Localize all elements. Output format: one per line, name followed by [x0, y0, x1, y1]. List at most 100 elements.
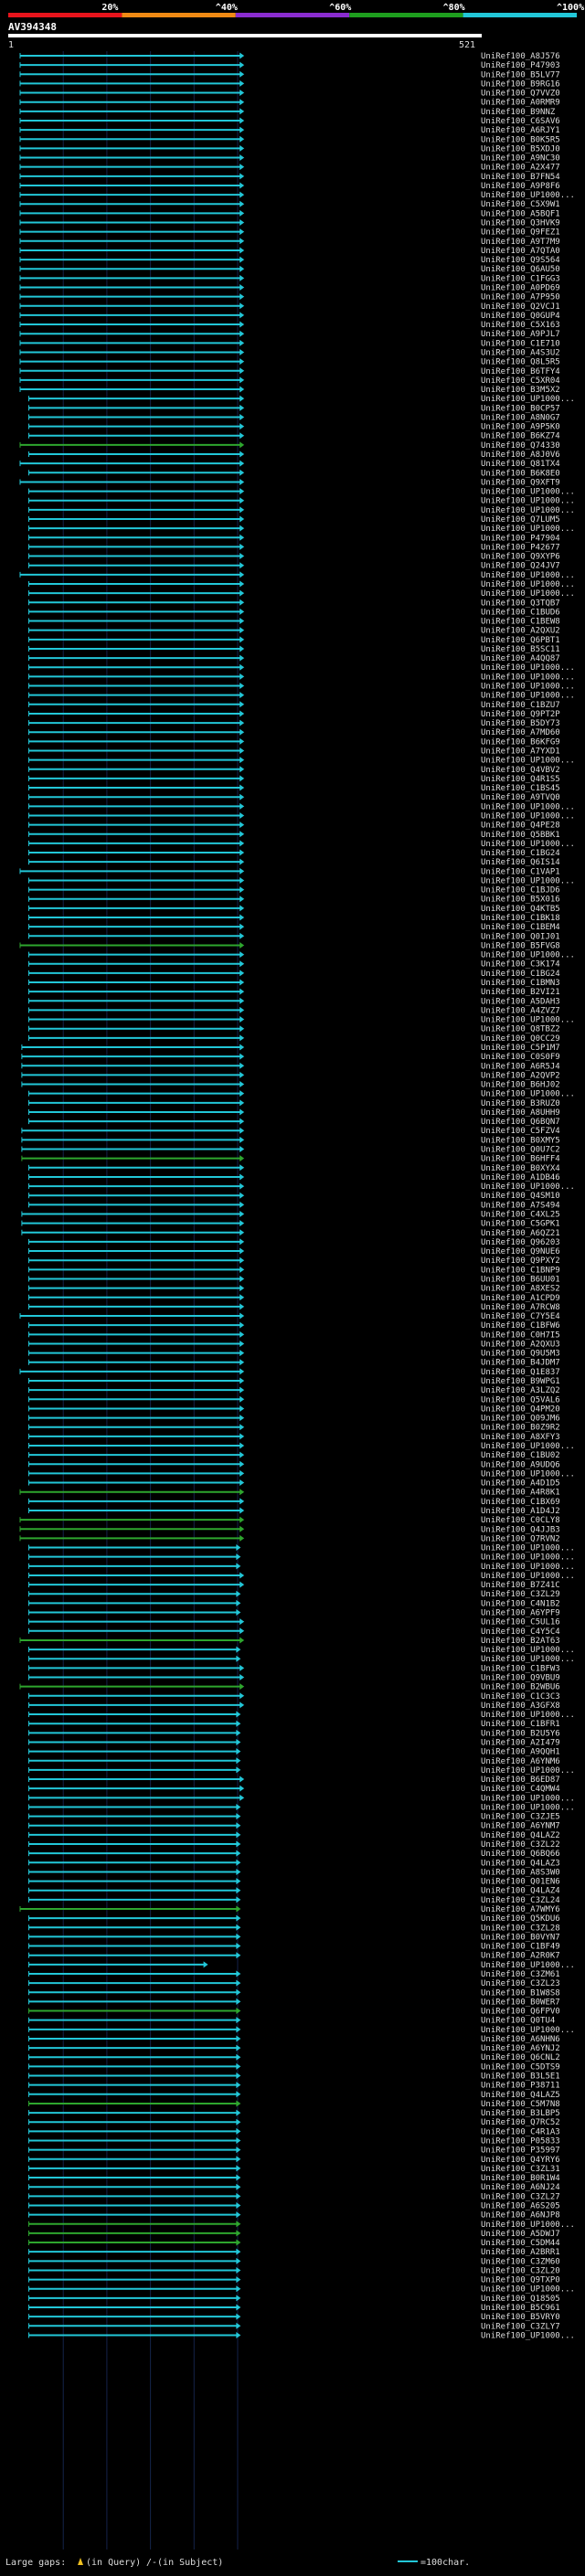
hit-label[interactable]: UniRef100_UP1000...	[481, 876, 575, 885]
hit-label[interactable]: UniRef100_A8J576	[481, 52, 560, 61]
hit-label[interactable]: UniRef100_B0R1W4	[481, 2174, 560, 2183]
hit-label[interactable]: UniRef100_A9PJL7	[481, 330, 560, 339]
hit-label[interactable]: UniRef100_Q0U7C2	[481, 1146, 560, 1155]
hit-label[interactable]: UniRef100_C0H7I5	[481, 1330, 560, 1340]
hit-label[interactable]: UniRef100_C3ZLY7	[481, 2322, 560, 2331]
hit-label[interactable]: UniRef100_Q4LAZ4	[481, 1887, 560, 1896]
hit-label[interactable]: UniRef100_UP1000...	[481, 757, 575, 766]
hit-label[interactable]: UniRef100_UP1000...	[481, 589, 575, 599]
hit-label[interactable]: UniRef100_UP1000...	[481, 1090, 575, 1099]
hit-label[interactable]: UniRef100_Q6AU50	[481, 265, 560, 274]
hit-label[interactable]: UniRef100_B5LV77	[481, 70, 560, 80]
hit-label[interactable]: UniRef100_Q9XFT9	[481, 478, 560, 487]
hit-label[interactable]: UniRef100_Q09JM6	[481, 1415, 560, 1424]
hit-label[interactable]: UniRef100_C4Y5C4	[481, 1627, 560, 1637]
hit-label[interactable]: UniRef100_A7QTA0	[481, 247, 560, 256]
hit-label[interactable]: UniRef100_C4QMW4	[481, 1785, 560, 1794]
hit-label[interactable]: UniRef100_A5DWJ7	[481, 2230, 560, 2239]
hit-label[interactable]: UniRef100_B6K8E0	[481, 469, 560, 478]
hit-label[interactable]: UniRef100_B5DY73	[481, 719, 560, 728]
hit-label[interactable]: UniRef100_C5GPK1	[481, 1220, 560, 1229]
hit-label[interactable]: UniRef100_C1E710	[481, 339, 560, 348]
hit-label[interactable]: UniRef100_UP1000...	[481, 1711, 575, 1720]
hit-label[interactable]: UniRef100_P47904	[481, 534, 560, 543]
hit-label[interactable]: UniRef100_Q6CNL2	[481, 2053, 560, 2062]
hit-label[interactable]: UniRef100_UP1000...	[481, 1544, 575, 1553]
hit-label[interactable]: UniRef100_Q3TQB7	[481, 599, 560, 608]
hit-label[interactable]: UniRef100_C3ZL31	[481, 2165, 560, 2174]
hit-label[interactable]: UniRef100_B2VI21	[481, 988, 560, 997]
hit-label[interactable]: UniRef100_A8UHH9	[481, 1108, 560, 1118]
hit-label[interactable]: UniRef100_C1BS45	[481, 784, 560, 793]
hit-label[interactable]: UniRef100_A5BQF1	[481, 209, 560, 218]
hit-label[interactable]: UniRef100_A7P950	[481, 293, 560, 302]
hit-label[interactable]: UniRef100_Q7VVZ0	[481, 90, 560, 99]
hit-label[interactable]: UniRef100_Q24JV7	[481, 562, 560, 571]
hit-label[interactable]: UniRef100_A9P8F6	[481, 182, 560, 191]
hit-label[interactable]: UniRef100_A7WMY6	[481, 1905, 560, 1914]
hit-label[interactable]: UniRef100_P35997	[481, 2147, 560, 2156]
hit-label[interactable]: UniRef100_A1DB46	[481, 1173, 560, 1182]
hit-label[interactable]: UniRef100_C1BNP9	[481, 1266, 560, 1275]
hit-label[interactable]: UniRef100_A2I479	[481, 1738, 560, 1747]
hit-label[interactable]: UniRef100_UP1000...	[481, 395, 575, 404]
hit-label[interactable]: UniRef100_Q4R1S5	[481, 775, 560, 784]
hit-label[interactable]: UniRef100_Q0TU4	[481, 2017, 555, 2026]
hit-label[interactable]: UniRef100_B5X016	[481, 896, 560, 905]
hit-label[interactable]: UniRef100_A8XFY3	[481, 1433, 560, 1442]
hit-label[interactable]: UniRef100_Q6BQ66	[481, 1850, 560, 1859]
hit-label[interactable]: UniRef100_C4N1B2	[481, 1599, 560, 1608]
hit-label[interactable]: UniRef100_B1W8S8	[481, 1988, 560, 1998]
hit-label[interactable]: UniRef100_A4QQ87	[481, 654, 560, 663]
hit-label[interactable]: UniRef100_B9NNZ	[481, 108, 556, 117]
hit-label[interactable]: UniRef100_A6YNM7	[481, 1822, 560, 1831]
hit-label[interactable]: UniRef100_A7MD60	[481, 728, 560, 737]
hit-label[interactable]: UniRef100_B0VYN7	[481, 1933, 560, 1942]
hit-label[interactable]: UniRef100_C3ZM61	[481, 1970, 560, 1979]
hit-label[interactable]: UniRef100_A5DAH3	[481, 997, 560, 1006]
hit-label[interactable]: UniRef100_A2QXU2	[481, 627, 560, 636]
hit-label[interactable]: UniRef100_A3GFX8	[481, 1701, 560, 1711]
hit-label[interactable]: UniRef100_C0CLY8	[481, 1516, 560, 1525]
hit-label[interactable]: UniRef100_C1BEM4	[481, 923, 560, 932]
hit-label[interactable]: UniRef100_Q9S564	[481, 256, 560, 265]
hit-label[interactable]: UniRef100_C3ZL29	[481, 1590, 560, 1599]
hit-label[interactable]: UniRef100_A9P5K0	[481, 423, 560, 432]
hit-label[interactable]: UniRef100_B0K5R5	[481, 135, 560, 144]
hit-label[interactable]: UniRef100_Q2VCJ1	[481, 302, 560, 312]
hit-label[interactable]: UniRef100_UP1000...	[481, 840, 575, 849]
hit-label[interactable]: UniRef100_C3ZL24	[481, 1896, 560, 1905]
hit-label[interactable]: UniRef100_C3ZL28	[481, 1924, 560, 1933]
hit-label[interactable]: UniRef100_B5FVG8	[481, 941, 560, 950]
hit-label[interactable]: UniRef100_B0XYX4	[481, 1164, 560, 1173]
hit-label[interactable]: UniRef100_A6NJ24	[481, 2183, 560, 2192]
hit-label[interactable]: UniRef100_A8N0G7	[481, 413, 560, 422]
hit-label[interactable]: UniRef100_A9UDQ6	[481, 1460, 560, 1469]
hit-label[interactable]: UniRef100_C5UL16	[481, 1618, 560, 1627]
hit-label[interactable]: UniRef100_B6ED87	[481, 1776, 560, 1785]
hit-label[interactable]: UniRef100_UP1000...	[481, 580, 575, 589]
hit-label[interactable]: UniRef100_Q9U5M3	[481, 1350, 560, 1359]
hit-label[interactable]: UniRef100_C5DM44	[481, 2239, 560, 2248]
hit-label[interactable]: UniRef100_Q9NUE6	[481, 1247, 560, 1256]
hit-label[interactable]: UniRef100_B0WER7	[481, 1998, 560, 2007]
hit-label[interactable]: UniRef100_Q4JJB3	[481, 1525, 560, 1534]
hit-label[interactable]: UniRef100_UP1000...	[481, 488, 575, 497]
hit-label[interactable]: UniRef100_B3L5E1	[481, 2072, 560, 2082]
hit-label[interactable]: UniRef100_A7S494	[481, 1201, 560, 1210]
hit-label[interactable]: UniRef100_C1BZU7	[481, 701, 560, 710]
hit-label[interactable]: UniRef100_UP1000...	[481, 1016, 575, 1025]
hit-label[interactable]: UniRef100_C1BEW8	[481, 618, 560, 627]
hit-label[interactable]: UniRef100_A4R8K1	[481, 1489, 560, 1498]
hit-label[interactable]: UniRef100_B9WPG1	[481, 1377, 560, 1386]
hit-label[interactable]: UniRef100_A9QQH1	[481, 1748, 560, 1757]
hit-label[interactable]: UniRef100_C5FZV4	[481, 1127, 560, 1136]
hit-label[interactable]: UniRef100_B6UU01	[481, 1275, 560, 1284]
hit-label[interactable]: UniRef100_C7Y5E4	[481, 1312, 560, 1321]
hit-label[interactable]: UniRef100_A6NHN6	[481, 2035, 560, 2044]
hit-label[interactable]: UniRef100_A8XES2	[481, 1285, 560, 1294]
hit-label[interactable]: UniRef100_Q4VBV2	[481, 766, 560, 775]
hit-label[interactable]: UniRef100_A4D1D5	[481, 1479, 560, 1489]
hit-label[interactable]: UniRef100_P05833	[481, 2137, 560, 2147]
hit-label[interactable]: UniRef100_C1BFW6	[481, 1321, 560, 1330]
